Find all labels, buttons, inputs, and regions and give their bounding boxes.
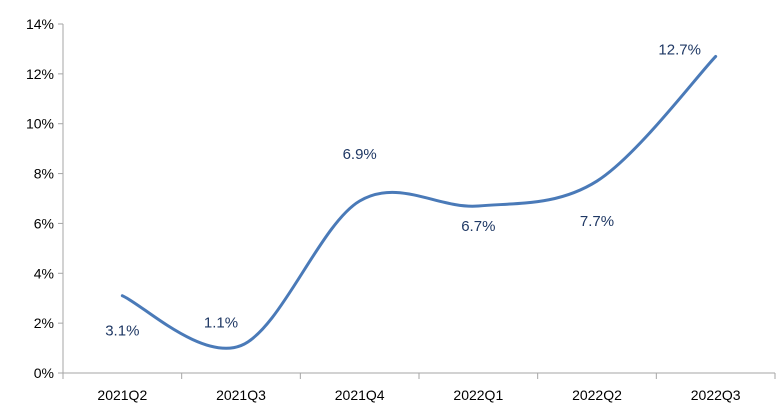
y-tick-label: 12%	[26, 66, 54, 82]
y-tick-label: 0%	[34, 365, 54, 381]
data-label: 1.1%	[204, 315, 238, 332]
x-tick-label: 2022Q2	[572, 387, 622, 403]
x-tick-label: 2021Q4	[335, 387, 385, 403]
series-line	[120, 54, 718, 350]
data-label: 3.1%	[105, 323, 139, 340]
y-tick-label: 4%	[34, 265, 54, 281]
x-tick-label: 2022Q1	[453, 387, 503, 403]
series-group	[120, 54, 718, 350]
x-axis-ticks: 2021Q2 2021Q3 2021Q4 2022Q1 2022Q2 2022Q3	[62, 373, 776, 403]
x-tick-label: 2021Q2	[97, 387, 147, 403]
axes	[62, 24, 775, 374]
y-tick-label: 8%	[34, 166, 54, 182]
x-tick-label: 2021Q3	[216, 387, 266, 403]
y-tick-label: 6%	[34, 215, 54, 231]
data-label: 7.7%	[580, 213, 614, 230]
data-label: 6.9%	[343, 146, 377, 163]
x-tick-label: 2022Q3	[691, 387, 741, 403]
data-label: 12.7%	[658, 41, 701, 58]
data-label: 6.7%	[461, 218, 495, 235]
y-tick-label: 14%	[26, 16, 54, 32]
y-tick-label: 10%	[26, 116, 54, 132]
y-tick-label: 2%	[34, 315, 54, 331]
y-axis-ticks: 0% 2% 4% 6% 8% 10% 12% 14%	[26, 16, 63, 381]
data-labels: 3.1% 1.1% 6.9% 6.7% 7.7% 12.7%	[105, 41, 701, 339]
